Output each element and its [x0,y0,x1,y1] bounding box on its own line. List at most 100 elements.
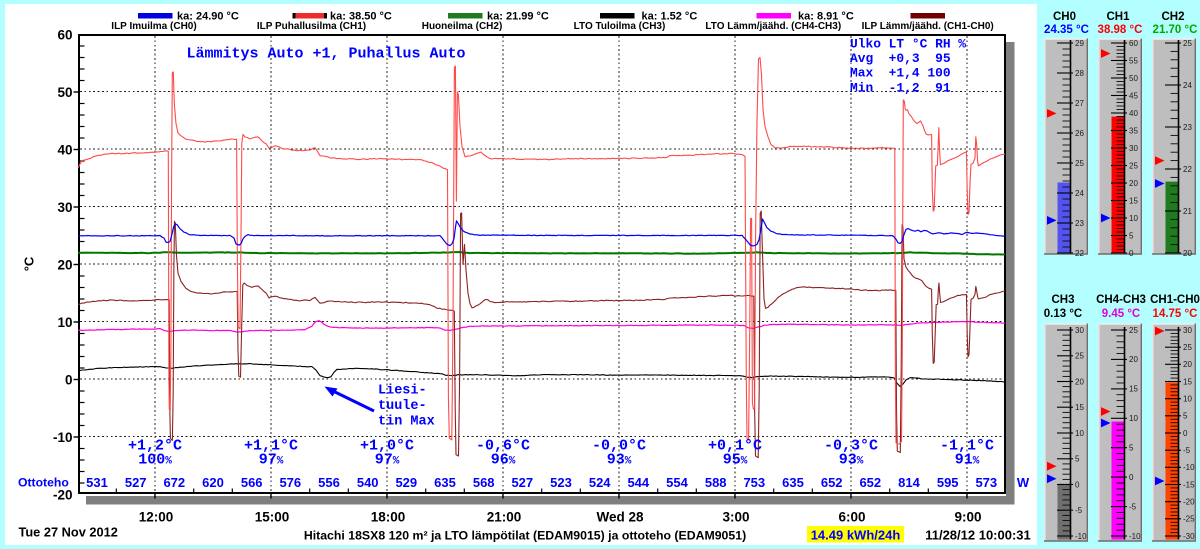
svg-text:15: 15 [1183,377,1192,386]
svg-text:Max +1,4 100: Max +1,4 100 [850,66,951,81]
svg-text:-5: -5 [1129,502,1137,511]
svg-text:595: 595 [937,475,959,490]
svg-text:10: 10 [1075,429,1084,438]
svg-text:753: 753 [743,475,765,490]
svg-text:576: 576 [279,475,301,490]
svg-text:529: 529 [395,475,417,490]
svg-text:25: 25 [1183,39,1192,48]
svg-text:21: 21 [1183,207,1192,216]
svg-text:CH2: CH2 [1161,11,1184,23]
svg-text:60: 60 [57,27,72,42]
svg-text:556: 556 [318,475,340,490]
svg-text:24: 24 [1183,81,1192,90]
svg-text:3:00: 3:00 [722,510,749,525]
svg-text:25: 25 [1075,159,1084,168]
svg-text:620: 620 [202,475,224,490]
svg-text:573: 573 [975,475,997,490]
svg-text:531: 531 [86,475,108,490]
svg-text:50: 50 [57,85,72,100]
svg-text:523: 523 [550,475,572,490]
svg-text:96%: 96% [491,452,516,469]
svg-text:0: 0 [1129,473,1134,482]
svg-text:Min -1,2 91: Min -1,2 91 [850,80,951,95]
svg-text:-20: -20 [53,487,73,502]
svg-text:12:00: 12:00 [139,510,174,525]
svg-text:21:00: 21:00 [487,510,522,525]
svg-text:Hitachi 18SX8 120 m² ja LTO lä: Hitachi 18SX8 120 m² ja LTO lämpötilat (… [304,529,746,543]
svg-text:Wed 28: Wed 28 [596,510,644,525]
svg-text:55: 55 [1129,56,1138,65]
svg-text:CH3: CH3 [1051,294,1074,306]
svg-text:672: 672 [163,475,185,490]
svg-text:95%: 95% [723,452,748,469]
svg-text:544: 544 [627,475,649,490]
svg-text:5: 5 [1129,231,1134,240]
svg-text:-15: -15 [1183,480,1195,489]
svg-text:30: 30 [1183,326,1192,335]
svg-text:814: 814 [898,475,920,490]
svg-text:-10: -10 [1129,532,1141,541]
svg-text:527: 527 [125,475,147,490]
svg-text:40: 40 [57,142,72,157]
svg-text:tuule-: tuule- [378,399,427,414]
svg-text:28: 28 [1075,69,1084,78]
svg-text:14.75 °C: 14.75 °C [1153,308,1198,320]
svg-text:-0,3°C: -0,3°C [824,438,878,455]
svg-text:30: 30 [57,200,72,215]
svg-text:635: 635 [782,475,804,490]
svg-text:20: 20 [57,257,72,272]
svg-text:30: 30 [1075,326,1084,335]
svg-text:15:00: 15:00 [255,510,290,525]
svg-text:20: 20 [1183,249,1192,258]
svg-text:0: 0 [65,372,73,387]
svg-text:11/28/12 10:00:31: 11/28/12 10:00:31 [925,528,1031,543]
svg-text:635: 635 [434,475,456,490]
svg-text:-10: -10 [1183,463,1195,472]
svg-text:tin Max: tin Max [378,415,435,430]
svg-text:527: 527 [511,475,533,490]
svg-text:20: 20 [1183,360,1192,369]
svg-text:35: 35 [1129,126,1138,135]
svg-text:-5: -5 [1183,446,1191,455]
svg-text:Tue 27 Nov 2012: Tue 27 Nov 2012 [19,524,118,539]
svg-text:15: 15 [1075,403,1084,412]
svg-text:21.70 °C: 21.70 °C [1153,24,1198,36]
svg-text:ka: 38.50 °C: ka: 38.50 °C [330,11,392,23]
svg-text:45: 45 [1129,91,1138,100]
svg-text:93%: 93% [607,452,632,469]
svg-text:Huoneilma (CH2): Huoneilma (CH2) [422,21,503,32]
svg-text:-10: -10 [53,430,73,445]
svg-text:50: 50 [1129,74,1138,83]
svg-text:100%: 100% [138,452,172,469]
svg-text:10: 10 [1129,414,1138,423]
svg-text:26: 26 [1075,129,1084,138]
svg-text:-1,1°C: -1,1°C [940,438,994,455]
svg-text:588: 588 [705,475,727,490]
svg-text:652: 652 [859,475,881,490]
svg-text:25: 25 [1075,352,1084,361]
svg-text:524: 524 [589,475,611,490]
svg-text:24: 24 [1075,189,1084,198]
svg-text:25: 25 [1129,326,1138,335]
svg-text:25: 25 [1183,343,1192,352]
svg-text:ka: 1.52 °C: ka: 1.52 °C [642,11,698,23]
svg-text:20: 20 [1129,179,1138,188]
svg-text:-0,6°C: -0,6°C [476,438,530,455]
svg-text:652: 652 [821,475,843,490]
svg-text:ILP Puhallusilma (CH1): ILP Puhallusilma (CH1) [257,21,366,32]
svg-text:10: 10 [1183,395,1192,404]
svg-text:ILP Imuilma (CH0): ILP Imuilma (CH0) [111,21,196,32]
svg-text:ka: 21.99 °C: ka: 21.99 °C [487,11,549,23]
svg-text:Ulko LT °C RH %: Ulko LT °C RH % [850,37,966,52]
svg-text:0: 0 [1075,480,1080,489]
svg-text:+1,0°C: +1,0°C [360,438,414,455]
svg-text:LTO Tuloilma (CH3): LTO Tuloilma (CH3) [574,21,666,32]
svg-text:91%: 91% [955,452,980,469]
svg-text:25: 25 [1129,161,1138,170]
svg-text:-5: -5 [1075,506,1083,515]
svg-text:5: 5 [1183,412,1188,421]
svg-text:Liesi-: Liesi- [378,384,427,399]
svg-text:24.35 °C: 24.35 °C [1044,24,1089,36]
svg-text:CH0: CH0 [1053,11,1076,23]
svg-text:97%: 97% [375,452,400,469]
